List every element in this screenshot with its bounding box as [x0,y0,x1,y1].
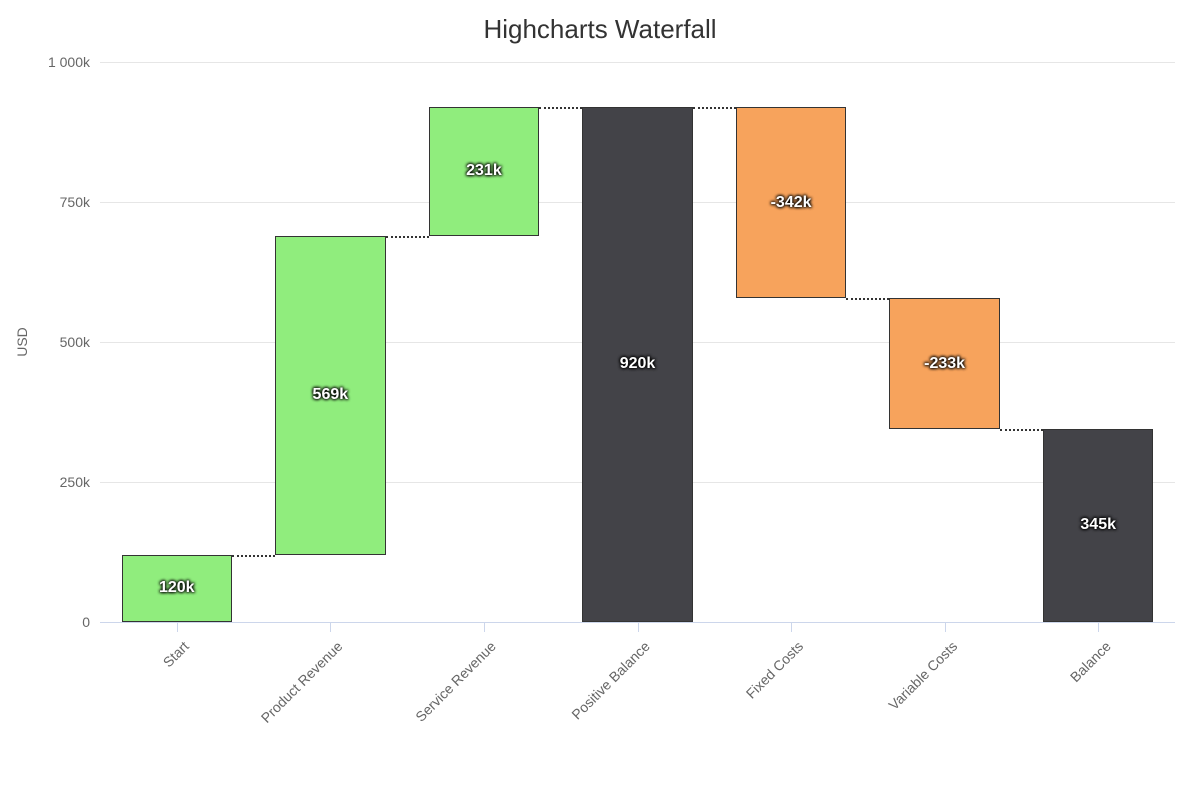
x-tick-label: Service Revenue [413,638,500,725]
x-tick-label: Start [160,638,192,670]
connector-line [232,555,275,557]
y-tick-label: 0 [82,614,90,630]
bar-label: 345k [1043,516,1154,534]
x-tick [177,622,178,632]
connector-line [846,298,889,300]
x-tick [945,622,946,632]
y-tick-label: 250k [60,474,90,490]
connector-line [539,107,582,109]
x-tick-label: Product Revenue [258,638,346,726]
x-tick-label: Variable Costs [885,638,960,713]
y-axis-title: USD [14,327,30,357]
y-tick-label: 1 000k [48,54,90,70]
connector-line [386,236,429,238]
x-tick-label: Balance [1066,638,1113,685]
y-tick-label: 500k [60,334,90,350]
bar-label: -233k [889,355,1000,373]
x-tick [330,622,331,632]
gridline [100,62,1175,63]
chart-title: Highcharts Waterfall [0,14,1200,45]
x-tick [484,622,485,632]
waterfall-chart: Highcharts Waterfall USD 0 250k 500k 750k 1 … [0,0,1200,800]
x-tick [638,622,639,632]
bar-label: 231k [429,162,540,180]
x-tick-label: Positive Balance [568,638,653,723]
x-tick-label: Fixed Costs [743,638,807,702]
bar-label: 120k [122,579,233,597]
connector-line [1000,429,1043,431]
connector-line [693,107,736,109]
y-tick-label: 750k [60,194,90,210]
bar-label: 920k [582,355,693,373]
x-tick [791,622,792,632]
bar-label: 569k [275,386,386,404]
x-tick [1098,622,1099,632]
bar-label: -342k [736,194,847,212]
